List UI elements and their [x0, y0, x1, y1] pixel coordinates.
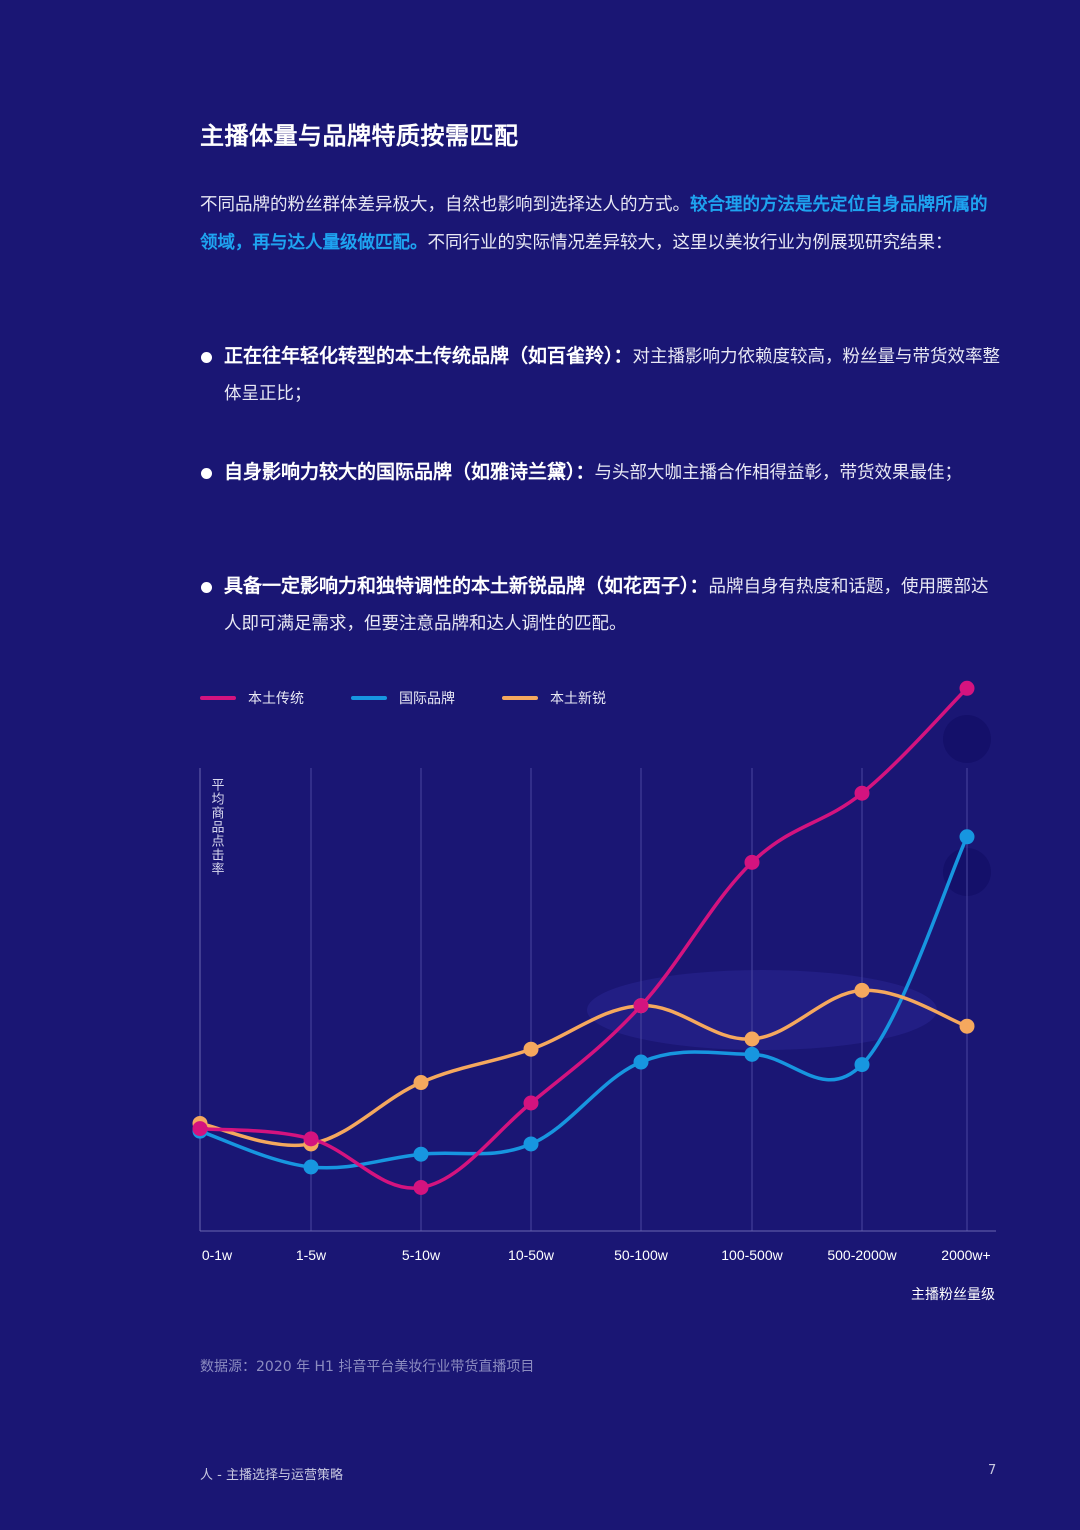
highlight-glow — [587, 970, 937, 1050]
data-point — [854, 785, 870, 801]
page-title: 主播体量与品牌特质按需匹配 — [200, 122, 519, 150]
data-point — [633, 998, 649, 1014]
bullet-item: 正在往年轻化转型的本土传统品牌（如百雀羚）：对主播影响力依赖度较高，粉丝量与带货… — [200, 338, 1000, 413]
data-point — [854, 982, 870, 998]
series-line — [198, 988, 969, 1147]
data-point — [959, 1018, 975, 1034]
bullet-item: 自身影响力较大的国际品牌（如雅诗兰黛）：与头部大咖主播合作相得益彰，带货效果最佳… — [200, 454, 962, 492]
bullet-bold: 正在往年轻化转型的本土传统品牌（如百雀羚）： — [224, 345, 633, 367]
legend-label: 本土传统 — [248, 691, 304, 707]
point-glow — [943, 715, 991, 763]
bullet-bold: 自身影响力较大的国际品牌（如雅诗兰黛）： — [224, 461, 595, 483]
data-point — [413, 1146, 429, 1162]
x-axis-label: 主播粉丝量级 — [911, 1287, 995, 1303]
x-tick-label: 5-10w — [402, 1247, 441, 1263]
bullet-dot-icon — [201, 352, 212, 363]
bullet-dot-icon — [201, 582, 212, 593]
data-point — [633, 1054, 649, 1070]
data-point — [303, 1131, 319, 1147]
x-tick-label: 500-2000w — [827, 1247, 897, 1263]
intro-text-rest: 不同行业的实际情况差异较大，这里以美妆行业为例展现研究结果： — [427, 233, 953, 253]
bullet-bold: 具备一定影响力和独特调性的本土新锐品牌（如花西子）： — [224, 575, 709, 597]
intro-paragraph: 不同品牌的粉丝群体差异极大，自然也影响到选择达人的方式。较合理的方法是先定位自身… — [200, 186, 1000, 262]
legend-item: 国际品牌 — [351, 688, 455, 708]
intro-highlight: 较合理的方法是先定位自身品牌所属的领域，再与达人量级做匹配。 — [200, 195, 988, 253]
page-number: 7 — [988, 1463, 997, 1478]
data-point — [744, 854, 760, 870]
data-point — [303, 1159, 319, 1175]
data-point — [523, 1095, 539, 1111]
legend-swatch — [502, 696, 538, 700]
x-tick-label: 0-1w — [202, 1247, 233, 1263]
y-axis-label: 平均商品点击率 — [209, 778, 225, 876]
bullet-item: 具备一定影响力和独特调性的本土新锐品牌（如花西子）：品牌自身有热度和话题，使用腰… — [200, 568, 1000, 643]
data-point — [523, 1136, 539, 1152]
series-line — [198, 686, 969, 1190]
intro-text: 不同品牌的粉丝群体差异极大，自然也影响到选择达人的方式。 — [200, 195, 690, 215]
bullet-text: 与头部大咖主播合作相得益彰，带货效果最佳； — [594, 463, 963, 483]
data-point — [854, 1057, 870, 1073]
data-point — [959, 680, 975, 696]
data-point — [413, 1179, 429, 1195]
x-tick-label: 50-100w — [614, 1247, 669, 1263]
data-point — [959, 829, 975, 845]
bullet-text: 品牌自身有热度和话题，使用腰部达人即可满足需求，但要注意品牌和达人调性的匹配。 — [224, 577, 989, 634]
bullet-dot-icon — [201, 468, 212, 479]
legend-label: 本土新锐 — [550, 691, 606, 707]
legend-swatch — [351, 696, 387, 700]
data-source: 数据源：2020 年 H1 抖音平台美妆行业带货直播项目 — [200, 1359, 535, 1375]
data-point — [744, 1046, 760, 1062]
legend-swatch — [200, 696, 236, 700]
chart-legend: 本土传统 国际品牌 本土新锐 — [200, 688, 653, 708]
x-tick-label: 10-50w — [508, 1247, 555, 1263]
data-point — [192, 1121, 208, 1137]
legend-item: 本土传统 — [200, 688, 304, 708]
legend-label: 国际品牌 — [399, 691, 455, 707]
data-point — [744, 1031, 760, 1047]
x-tick-label: 1-5w — [296, 1247, 327, 1263]
data-point — [523, 1041, 539, 1057]
bullet-text: 对主播影响力依赖度较高，粉丝量与带货效率整体呈正比； — [224, 347, 1001, 404]
footer-section-title: 人 - 主播选择与运营策略 — [200, 1468, 343, 1483]
x-tick-label: 100-500w — [721, 1247, 783, 1263]
data-point — [413, 1075, 429, 1091]
legend-item: 本土新锐 — [502, 688, 606, 708]
x-tick-label: 2000w+ — [941, 1247, 990, 1263]
